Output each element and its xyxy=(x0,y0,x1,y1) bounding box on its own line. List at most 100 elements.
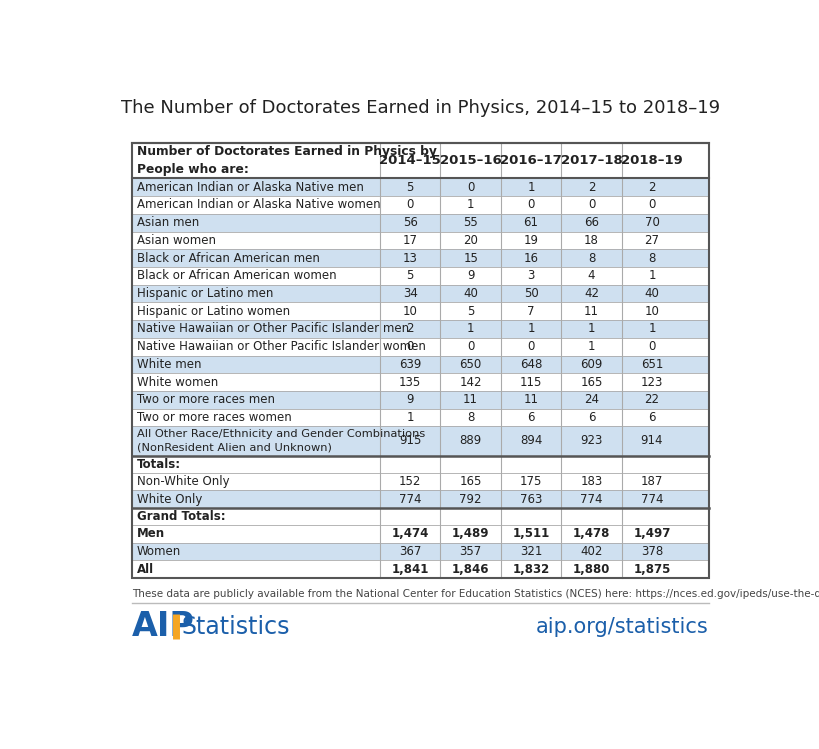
Text: 9: 9 xyxy=(466,270,474,282)
Text: 0: 0 xyxy=(406,340,414,354)
Bar xyxy=(132,426,708,455)
Text: 0: 0 xyxy=(466,340,473,354)
Text: 1: 1 xyxy=(527,181,534,194)
Text: 1,478: 1,478 xyxy=(572,527,609,540)
Text: 11: 11 xyxy=(463,393,477,406)
Text: aip.org/statistics: aip.org/statistics xyxy=(535,616,708,637)
Text: 34: 34 xyxy=(402,287,417,300)
Bar xyxy=(132,214,708,231)
Text: 1,832: 1,832 xyxy=(512,562,549,576)
Text: 142: 142 xyxy=(459,375,482,389)
Text: 1: 1 xyxy=(406,411,414,424)
Text: 2: 2 xyxy=(587,181,595,194)
Text: Black or African American men: Black or African American men xyxy=(137,252,319,264)
Text: 175: 175 xyxy=(519,475,541,488)
Text: 8: 8 xyxy=(648,252,655,264)
Text: 774: 774 xyxy=(398,493,421,506)
Text: White men: White men xyxy=(137,358,201,371)
Text: 1: 1 xyxy=(587,340,595,354)
Bar xyxy=(132,356,708,373)
Text: Native Hawaiian or Other Pacific Islander men: Native Hawaiian or Other Pacific Islande… xyxy=(137,323,408,336)
Text: 17: 17 xyxy=(402,234,417,247)
Text: 367: 367 xyxy=(399,545,421,558)
Text: 9: 9 xyxy=(406,393,414,406)
Text: 0: 0 xyxy=(648,198,655,211)
Text: 187: 187 xyxy=(640,475,663,488)
Text: 1: 1 xyxy=(648,323,655,336)
Text: 1,511: 1,511 xyxy=(512,527,549,540)
Text: 18: 18 xyxy=(583,234,598,247)
Text: 5: 5 xyxy=(406,270,414,282)
Text: 2018–19: 2018–19 xyxy=(620,154,682,167)
Text: Non-White Only: Non-White Only xyxy=(137,475,229,488)
Text: 3: 3 xyxy=(527,270,534,282)
Text: Men: Men xyxy=(137,527,165,540)
Bar xyxy=(132,143,708,578)
Text: These data are publicly available from the National Center for Education Statist: These data are publicly available from t… xyxy=(132,589,819,599)
Text: 8: 8 xyxy=(466,411,473,424)
Text: 0: 0 xyxy=(527,198,534,211)
Text: White Only: White Only xyxy=(137,493,201,506)
Text: 915: 915 xyxy=(399,434,421,447)
Text: 22: 22 xyxy=(644,393,658,406)
Text: 2: 2 xyxy=(406,323,414,336)
Text: 792: 792 xyxy=(459,493,482,506)
Text: 42: 42 xyxy=(583,287,599,300)
Text: Women: Women xyxy=(137,545,181,558)
Text: 648: 648 xyxy=(519,358,541,371)
Text: 13: 13 xyxy=(402,252,417,264)
Text: 5: 5 xyxy=(466,305,473,318)
Text: 923: 923 xyxy=(580,434,602,447)
Text: 2: 2 xyxy=(648,181,655,194)
Bar xyxy=(132,285,708,303)
Text: Statistics: Statistics xyxy=(181,615,290,639)
Text: 402: 402 xyxy=(580,545,602,558)
Text: 0: 0 xyxy=(648,340,655,354)
Text: 2016–17: 2016–17 xyxy=(500,154,561,167)
Text: 1,474: 1,474 xyxy=(391,527,428,540)
Text: 24: 24 xyxy=(583,393,599,406)
Text: 0: 0 xyxy=(587,198,595,211)
Text: Native Hawaiian or Other Pacific Islander women: Native Hawaiian or Other Pacific Islande… xyxy=(137,340,425,354)
Text: Hispanic or Latino women: Hispanic or Latino women xyxy=(137,305,289,318)
Text: AIP: AIP xyxy=(132,610,195,643)
Text: 15: 15 xyxy=(463,252,477,264)
Text: 1: 1 xyxy=(648,270,655,282)
Text: 123: 123 xyxy=(640,375,663,389)
Text: 774: 774 xyxy=(640,493,663,506)
Text: All: All xyxy=(137,562,153,576)
Text: 321: 321 xyxy=(519,545,541,558)
Text: 165: 165 xyxy=(580,375,602,389)
Text: 357: 357 xyxy=(459,545,482,558)
Text: 1: 1 xyxy=(587,323,595,336)
Text: 66: 66 xyxy=(583,216,599,229)
Text: 0: 0 xyxy=(406,198,414,211)
Bar xyxy=(132,143,708,578)
Text: 6: 6 xyxy=(587,411,595,424)
Text: 40: 40 xyxy=(463,287,477,300)
Text: Two or more races women: Two or more races women xyxy=(137,411,291,424)
Text: 165: 165 xyxy=(459,475,482,488)
Bar xyxy=(132,178,708,196)
Text: 183: 183 xyxy=(580,475,602,488)
Text: 1: 1 xyxy=(466,198,474,211)
Bar xyxy=(132,542,708,560)
Text: 651: 651 xyxy=(640,358,663,371)
Text: Two or more races men: Two or more races men xyxy=(137,393,274,406)
Text: 650: 650 xyxy=(459,358,482,371)
Bar xyxy=(132,491,708,508)
Text: Black or African American women: Black or African American women xyxy=(137,270,336,282)
Text: Asian women: Asian women xyxy=(137,234,215,247)
Text: 1: 1 xyxy=(527,323,534,336)
Text: 1,841: 1,841 xyxy=(391,562,428,576)
Text: 774: 774 xyxy=(580,493,602,506)
Text: 609: 609 xyxy=(580,358,602,371)
Text: 10: 10 xyxy=(402,305,417,318)
Text: White women: White women xyxy=(137,375,218,389)
Text: Totals:: Totals: xyxy=(137,458,180,470)
Text: 56: 56 xyxy=(402,216,417,229)
Text: American Indian or Alaska Native men: American Indian or Alaska Native men xyxy=(137,181,363,194)
Text: The Number of Doctorates Earned in Physics, 2014–15 to 2018–19: The Number of Doctorates Earned in Physi… xyxy=(120,100,719,118)
Text: 16: 16 xyxy=(523,252,538,264)
Text: Hispanic or Latino men: Hispanic or Latino men xyxy=(137,287,273,300)
